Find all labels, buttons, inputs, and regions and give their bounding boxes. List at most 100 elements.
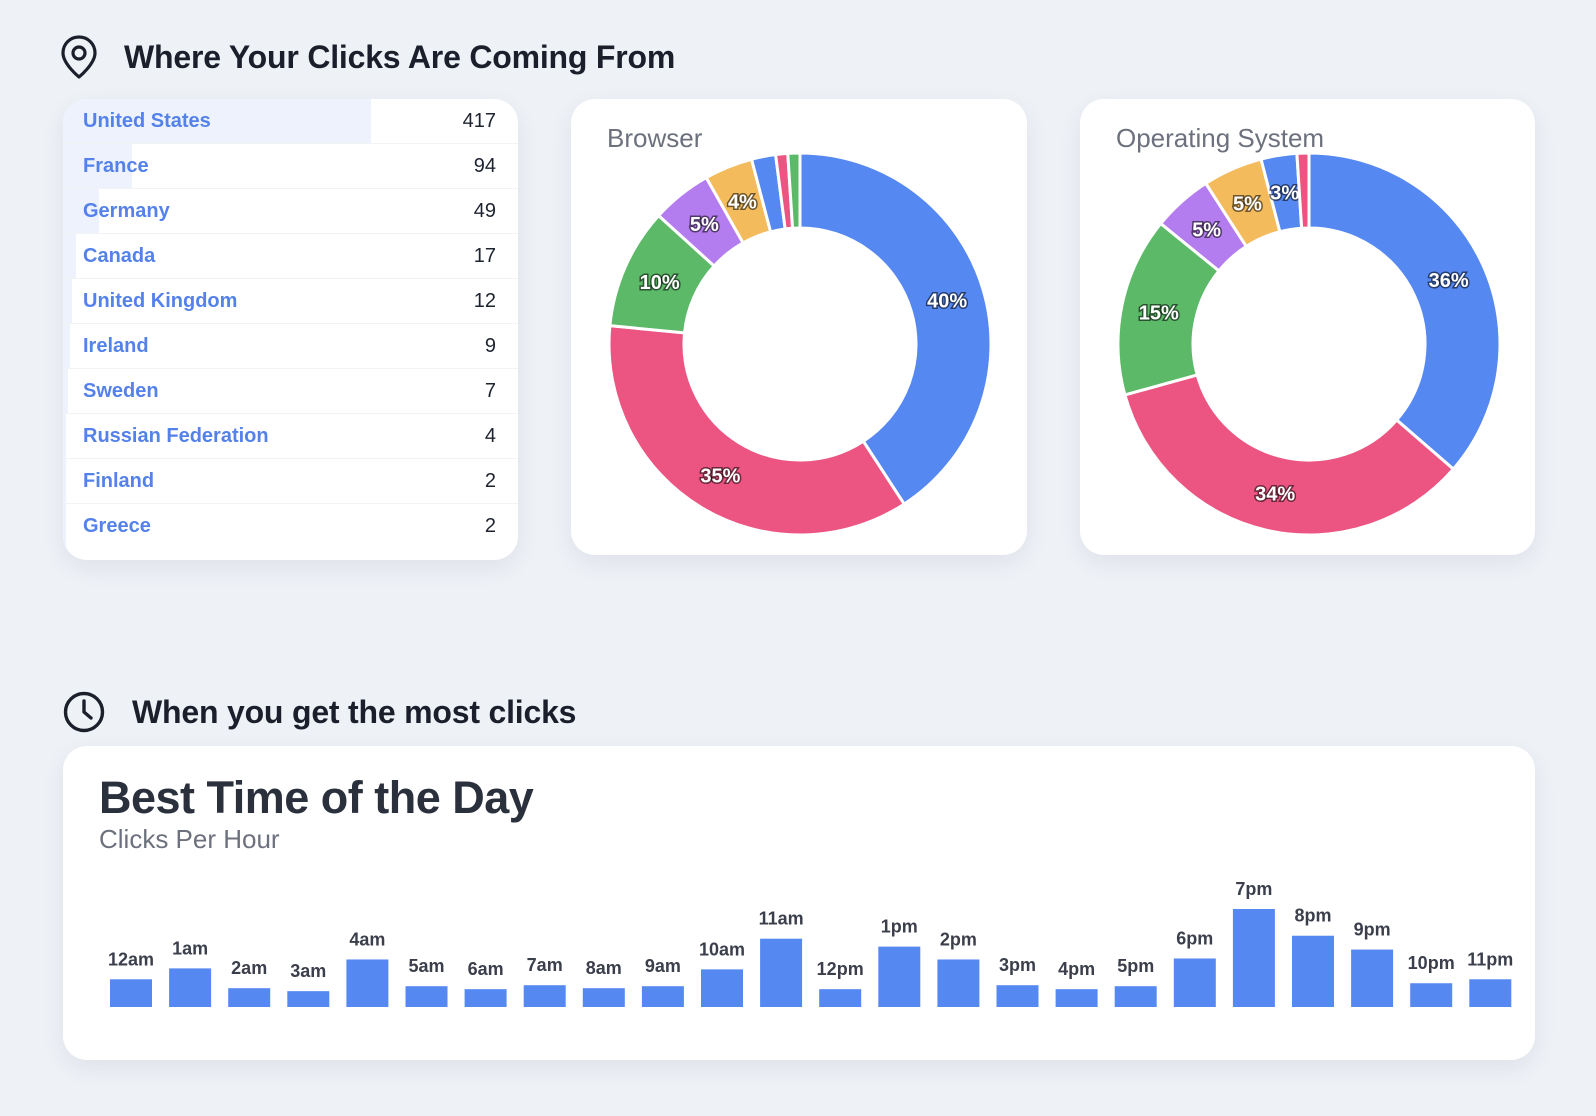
country-row[interactable]: Sweden 7 (63, 369, 518, 414)
country-count: 7 (484, 380, 496, 402)
country-name[interactable]: Sweden (83, 380, 159, 402)
browser-donut-chart: 40% 35% 10% 5% 4% (607, 151, 993, 537)
country-row[interactable]: France 94 (63, 144, 518, 189)
hour-bar[interactable] (1469, 979, 1512, 1007)
hour-label: 11pm (1467, 949, 1513, 969)
hour-label: 6pm (1176, 928, 1213, 948)
country-row[interactable]: Canada 17 (63, 234, 518, 279)
hour-bar[interactable] (641, 986, 684, 1007)
browser-slice-label: 4% (728, 192, 757, 214)
country-name[interactable]: Russian Federation (83, 425, 269, 447)
hour-label: 10am (699, 939, 745, 959)
country-count: 2 (484, 515, 496, 537)
country-name[interactable]: Canada (83, 245, 156, 267)
country-share-bar (63, 459, 66, 503)
browser-slice[interactable] (798, 151, 993, 507)
os-slice[interactable] (1295, 151, 1311, 230)
hour-label: 8pm (1294, 906, 1331, 926)
hour-bar[interactable] (1351, 949, 1394, 1007)
hour-bar[interactable] (937, 959, 980, 1007)
hour-bar[interactable] (1292, 935, 1334, 1007)
hour-bar[interactable] (169, 968, 212, 1007)
hour-bar[interactable] (405, 986, 448, 1007)
hour-label: 9am (645, 956, 681, 976)
hour-label: 4pm (1058, 959, 1095, 979)
hour-label: 3am (290, 961, 326, 981)
country-count: 4 (484, 425, 496, 447)
hour-bar[interactable] (878, 946, 921, 1007)
hour-bar[interactable] (1232, 908, 1275, 1007)
os-slice-label: 5% (1233, 193, 1262, 215)
country-count: 12 (473, 290, 496, 312)
country-share-bar (63, 234, 76, 278)
hour-bar[interactable] (1173, 958, 1216, 1007)
hour-label: 6am (468, 959, 504, 979)
country-name[interactable]: United Kingdom (83, 290, 238, 312)
hour-bar[interactable] (346, 959, 389, 1007)
country-list-card: United States 417 France 94 Germany 49 Canada 1… (63, 99, 518, 560)
hour-label: 2pm (940, 929, 977, 949)
hour-bar[interactable] (996, 985, 1039, 1007)
country-name[interactable]: Germany (83, 200, 170, 222)
country-name[interactable]: Greece (83, 515, 151, 537)
hour-bar[interactable] (464, 989, 507, 1007)
location-section-title: Where Your Clicks Are Coming From (124, 38, 676, 75)
country-row[interactable]: Russian Federation 4 (63, 414, 518, 459)
country-share-bar (63, 369, 69, 413)
country-count: 417 (462, 110, 496, 132)
hour-bar[interactable] (582, 988, 625, 1007)
map-pin-icon (61, 35, 97, 79)
country-row[interactable]: United Kingdom 12 (63, 279, 518, 324)
country-name[interactable]: Finland (83, 470, 155, 492)
country-row[interactable]: United States 417 (63, 99, 518, 144)
os-slice[interactable] (1123, 373, 1456, 537)
country-share-bar (63, 144, 133, 188)
browser-slice-label: 10% (640, 272, 680, 294)
country-count: 17 (473, 245, 496, 267)
country-row[interactable]: Ireland 9 (63, 324, 518, 369)
time-section-title: When you get the most clicks (132, 693, 577, 730)
time-chart-title: Best Time of the Day (99, 772, 534, 823)
clicks-per-hour-chart: 12am 1am 2am 3am 4am 5am 6am 7am 8am 9am 10am 11am 1… (108, 879, 1513, 1007)
browser-slice-label: 5% (690, 214, 719, 236)
hour-label: 10pm (1408, 953, 1455, 973)
time-chart-subtitle: Clicks Per Hour (99, 824, 280, 854)
country-row[interactable]: Germany 49 (63, 189, 518, 234)
browser-slice[interactable] (786, 151, 802, 230)
hour-label: 5am (408, 956, 444, 976)
hour-label: 9pm (1354, 920, 1391, 940)
os-slice[interactable] (1307, 151, 1502, 472)
country-row[interactable]: Finland 2 (63, 459, 518, 504)
hour-bar[interactable] (1410, 983, 1453, 1007)
country-count: 94 (473, 155, 496, 177)
hour-label: 7pm (1235, 879, 1272, 899)
hour-bar[interactable] (819, 989, 862, 1007)
country-share-bar (63, 279, 72, 323)
hour-bar[interactable] (110, 979, 152, 1007)
country-count: 49 (473, 200, 496, 222)
country-share-bar (63, 504, 66, 548)
hour-label: 4am (349, 929, 385, 949)
hour-label: 5pm (1117, 956, 1154, 976)
country-row[interactable]: Greece 2 (63, 504, 518, 548)
os-slice-label: 34% (1255, 484, 1295, 506)
hour-bar[interactable] (228, 988, 271, 1007)
hour-bar[interactable] (701, 969, 743, 1007)
country-name[interactable]: Ireland (83, 335, 149, 357)
hour-label: 8am (586, 958, 622, 978)
hour-bar[interactable] (1114, 986, 1157, 1007)
country-name[interactable]: France (83, 155, 149, 177)
time-section-header: When you get the most clicks (62, 690, 576, 734)
hour-bar[interactable] (1055, 989, 1098, 1007)
hour-bar[interactable] (523, 985, 566, 1007)
hour-label: 11am (759, 909, 804, 929)
os-slice-label: 15% (1139, 303, 1179, 325)
browser-slice[interactable] (607, 324, 907, 537)
country-name[interactable]: United States (83, 110, 211, 132)
country-list: United States 417 France 94 Germany 49 Canada 1… (63, 99, 518, 548)
os-slice-label: 3% (1270, 182, 1299, 204)
hour-label: 2am (231, 958, 267, 978)
browser-slice-label: 35% (700, 465, 740, 487)
hour-bar[interactable] (287, 991, 330, 1007)
hour-bar[interactable] (760, 938, 803, 1007)
